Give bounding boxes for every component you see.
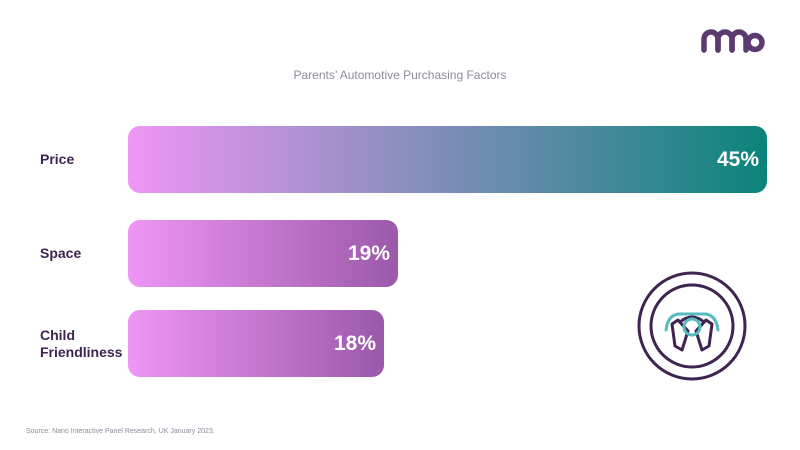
category-label: Child Friendliness (40, 326, 123, 360)
bar: 19% (128, 220, 398, 287)
bar-value-label: 19% (347, 241, 390, 265)
chart-title: Parents’ Automotive Purchasing Factors (293, 68, 507, 82)
category-label: Price (40, 151, 75, 167)
source-note: Source: Nano Interactive Panel Research,… (26, 428, 215, 435)
category-label: Space (40, 245, 82, 261)
bar: 18% (128, 310, 384, 377)
bar-value-label: 18% (333, 331, 376, 355)
bar: 45% (128, 126, 767, 193)
steering-wheel-icon (637, 271, 747, 381)
bar-value-label: 45% (716, 147, 759, 171)
nano-logo (701, 29, 765, 53)
